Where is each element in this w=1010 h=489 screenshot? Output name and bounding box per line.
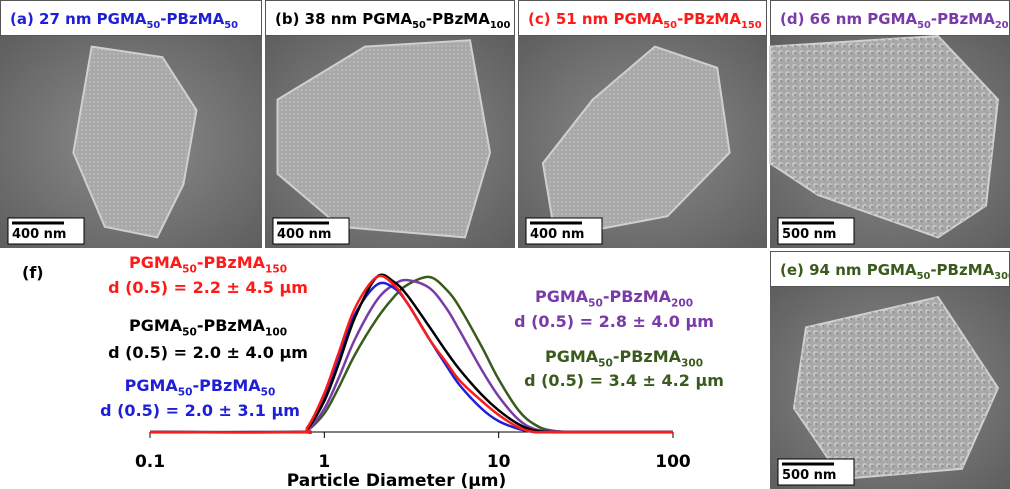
text-part: 50 [224,20,238,31]
scale-bar-label: 500 nm [782,227,836,242]
scale-bar-label: 500 nm [782,468,836,483]
text-part: 50 [588,297,603,309]
text-part: 50 [598,357,613,369]
series-annotation: d (0.5) = 3.4 ± 4.2 µm [524,371,724,390]
text-part: -PBzMA [931,10,995,28]
text-part: (d) 66 nm PGMA [780,10,918,28]
text-part: -PBzMA [930,261,994,279]
text-part: 50 [917,271,931,282]
text-part: 200 [671,297,693,309]
text-part: 100 [490,20,511,31]
text-part: (a) 27 nm PGMA [10,10,147,28]
text-part: PGMA [545,347,599,366]
text-part: PGMA [129,316,183,335]
text-part: 50 [261,386,276,398]
series-name: PGMA50-PBzMA150 [129,253,287,275]
scale-bar-label: 400 nm [277,227,331,242]
x-tick-label: 0.1 [135,452,165,472]
text-part: 50 [412,20,426,31]
text-part: 50 [663,20,677,31]
text-part: -PBzMA [426,10,490,28]
text-part: 300 [994,271,1010,282]
series-annotation: d (0.5) = 2.0 ± 3.1 µm [100,401,300,420]
series-annotation: d (0.5) = 2.8 ± 4.0 µm [514,312,714,331]
text-part: 50 [182,263,197,275]
series-name: PGMA50-PBzMA200 [535,287,693,309]
text-part: -PBzMA [192,376,261,395]
text-part: (e) 94 nm PGMA [780,261,917,279]
text-part: 50 [178,386,193,398]
text-part: 50 [147,20,161,31]
text-part: -PBzMA [160,10,224,28]
x-tick-label: 1 [318,452,330,472]
text-part: 50 [182,326,197,338]
scale-bar-label: 400 nm [12,227,66,242]
text-part: -PBzMA [677,10,741,28]
panel-label: (f) [22,263,44,282]
text-part: (b) 38 nm PGMA [275,10,413,28]
text-part: -PBzMA [603,287,672,306]
text-part: PGMA [129,253,183,272]
text-part: 300 [681,357,703,369]
figure: (a) 27 nm PGMA50-PBzMA50400 nm(b) 38 nm … [0,0,1010,489]
text-part: PGMA [125,376,179,395]
text-part: -PBzMA [613,347,682,366]
x-tick-label: 10 [487,452,511,472]
text-part: 150 [265,263,287,275]
series-annotation: d (0.5) = 2.2 ± 4.5 µm [108,278,308,297]
series-name: PGMA50-PBzMA300 [545,347,703,369]
text-part: PGMA [535,287,589,306]
series-name: PGMA50-PBzMA100 [129,316,287,338]
text-part: (c) 51 nm PGMA [528,10,664,28]
text-part: 150 [741,20,762,31]
text-part: -PBzMA [197,253,266,272]
text-part: 50 [917,20,931,31]
text-part: -PBzMA [197,316,266,335]
series-name: PGMA50-PBzMA50 [125,376,276,398]
x-tick-label: 100 [655,452,691,472]
x-axis-label: Particle Diameter (µm) [287,471,507,489]
series-annotation: d (0.5) = 2.0 ± 4.0 µm [108,343,308,362]
text-part: 100 [265,326,287,338]
scale-bar-label: 400 nm [530,227,584,242]
text-part: 200 [995,20,1010,31]
